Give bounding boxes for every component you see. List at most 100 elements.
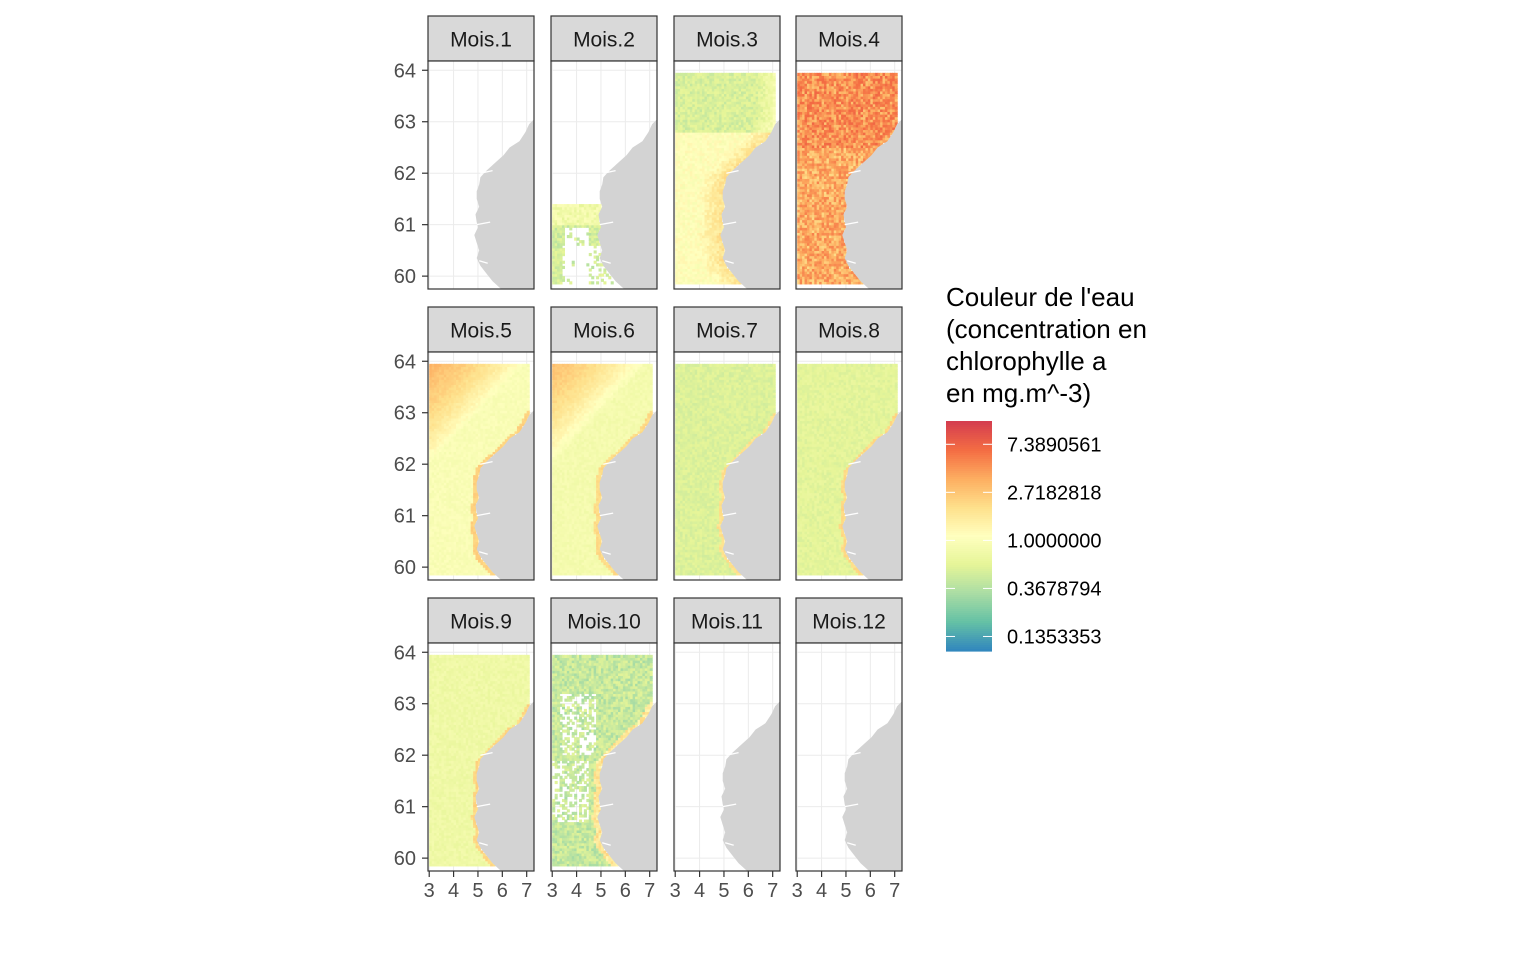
raster-cell [838, 111, 842, 115]
raster-cell [831, 93, 835, 97]
raster-cell [741, 139, 745, 143]
raster-cell [552, 265, 556, 270]
raster-cell [845, 77, 849, 82]
raster-cell [743, 121, 747, 125]
raster-cell [753, 144, 757, 149]
raster-cell [819, 106, 823, 110]
raster-cell [699, 77, 703, 82]
raster-cell [603, 270, 607, 275]
raster-cell [719, 168, 723, 172]
raster-cell [819, 258, 823, 262]
raster-cell [731, 273, 735, 277]
raster-cell [736, 96, 740, 100]
raster-cell [716, 93, 720, 97]
raster-cell [828, 206, 832, 210]
raster-cell [826, 252, 830, 257]
raster-cell [809, 270, 813, 275]
raster-cell [750, 85, 754, 89]
raster-cell [684, 234, 689, 239]
raster-cell [772, 116, 776, 120]
raster-cell [716, 157, 720, 161]
raster-cell [760, 121, 764, 125]
raster-cell [677, 178, 681, 182]
raster-cell [826, 121, 830, 125]
raster-cell [719, 98, 723, 102]
raster-cell [738, 119, 742, 123]
raster-cell [680, 116, 684, 120]
raster-cell [574, 224, 578, 228]
raster-cell [736, 162, 740, 167]
raster-cell [711, 72, 715, 77]
raster-cell [738, 121, 742, 125]
raster-cell [733, 162, 737, 167]
raster-cell [704, 88, 708, 92]
raster-cell [875, 96, 879, 100]
raster-cell [824, 162, 828, 167]
raster-cell [726, 139, 730, 143]
raster-cell [675, 258, 679, 262]
raster-cell [702, 206, 706, 210]
raster-cell [882, 96, 886, 100]
raster-cell [824, 214, 828, 218]
raster-cell [863, 121, 867, 125]
raster-cell [716, 196, 720, 200]
raster-cell [561, 219, 566, 223]
raster-cell [831, 98, 835, 102]
raster-cell [682, 178, 686, 182]
raster-cell [561, 247, 566, 251]
raster-cell [821, 114, 825, 118]
raster-cell [709, 222, 713, 226]
raster-cell [819, 263, 823, 267]
raster-cell [884, 96, 888, 100]
raster-cell [860, 157, 864, 161]
raster-cell [706, 281, 710, 285]
raster-cell [802, 247, 806, 251]
raster-cell [702, 150, 706, 154]
raster-cell [833, 227, 837, 231]
raster-cell [858, 88, 862, 92]
raster-cell [694, 191, 698, 195]
raster-cell [677, 160, 681, 164]
raster-cell [826, 258, 830, 262]
raster-cell [719, 77, 723, 82]
raster-cell [591, 232, 595, 236]
raster-cell [704, 72, 708, 77]
raster-cell [559, 222, 563, 226]
raster-cell [872, 119, 876, 123]
raster-cell [719, 101, 723, 105]
raster-cell [675, 162, 679, 167]
raster-cell [816, 106, 820, 110]
raster-cell [824, 144, 828, 149]
raster-cell [802, 129, 806, 133]
raster-cell [714, 124, 718, 128]
raster-cell [872, 126, 876, 131]
raster-cell [860, 83, 864, 87]
raster-cell [821, 165, 825, 169]
raster-cell [821, 209, 825, 213]
raster-cell [831, 196, 835, 200]
raster-cell [762, 137, 766, 141]
raster-cell [716, 204, 720, 208]
raster-cell [836, 260, 840, 264]
raster-cell [704, 270, 708, 275]
raster-cell [709, 134, 713, 138]
raster-cell [836, 126, 840, 131]
raster-cell [574, 214, 578, 218]
raster-cell [731, 108, 735, 113]
raster-cell [836, 106, 840, 110]
raster-cell [802, 276, 806, 280]
raster-cell [816, 204, 820, 208]
raster-cell [767, 121, 771, 125]
raster-cell [753, 90, 757, 95]
raster-cell [714, 270, 718, 275]
raster-cell [799, 193, 803, 197]
raster-cell [853, 155, 857, 159]
raster-cell [706, 132, 710, 136]
raster-cell [736, 83, 740, 87]
raster-cell [867, 111, 871, 115]
raster-cell [824, 134, 828, 138]
raster-cell [714, 88, 718, 92]
raster-cell [596, 224, 600, 228]
raster-cell [828, 170, 832, 174]
raster-cell [733, 134, 737, 138]
